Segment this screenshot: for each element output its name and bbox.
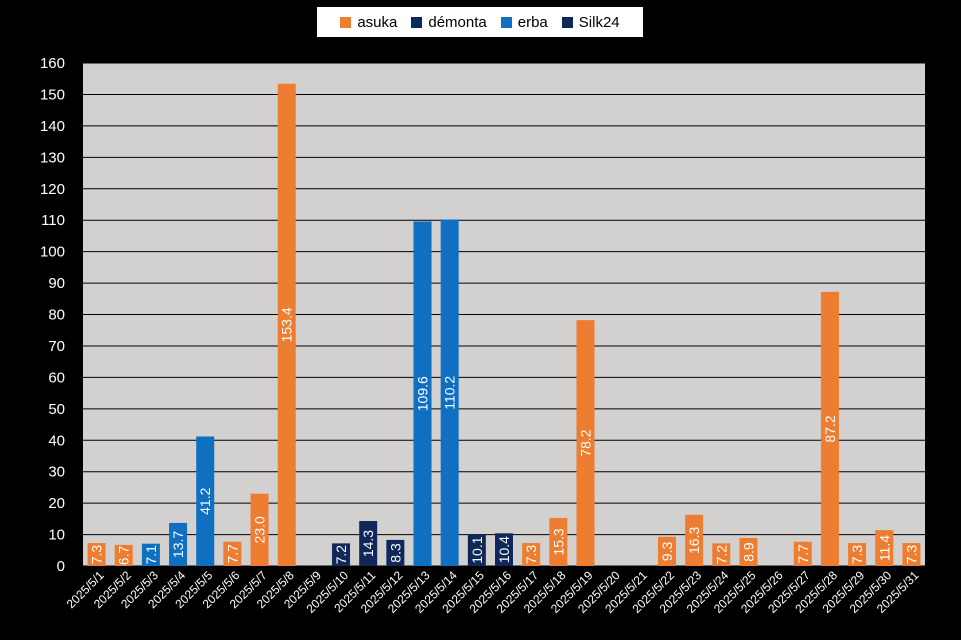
bar bbox=[223, 541, 242, 566]
y-tick-label: 140 bbox=[40, 118, 65, 135]
y-tick-label: 60 bbox=[48, 369, 65, 386]
legend-entry: démonta bbox=[411, 13, 487, 31]
bar-data-label: 7.3 bbox=[523, 545, 539, 565]
legend-entry: Silk24 bbox=[561, 13, 620, 31]
bar bbox=[196, 436, 215, 566]
bar-data-label: 78.2 bbox=[577, 429, 593, 456]
y-tick-label: 110 bbox=[41, 212, 65, 229]
bar bbox=[793, 541, 812, 566]
bar bbox=[114, 544, 133, 566]
bar bbox=[902, 543, 921, 566]
bar bbox=[277, 83, 296, 566]
y-tick-label: 80 bbox=[48, 307, 65, 324]
bar-labels: 7.3 6.7 7.1 13.7 41.2 7.7 23.0 153.4 7.2 14.3 8.3 1… bbox=[89, 307, 920, 565]
bar bbox=[87, 543, 106, 566]
bar bbox=[820, 291, 839, 566]
bar-data-label: 7.7 bbox=[224, 544, 240, 564]
y-tick-label: 0 bbox=[57, 558, 65, 575]
bar-data-label: 41.2 bbox=[197, 487, 213, 514]
bar bbox=[522, 543, 541, 566]
bar-data-label: 7.3 bbox=[903, 545, 919, 565]
bar bbox=[359, 521, 378, 566]
bar-data-label: 7.3 bbox=[89, 545, 105, 565]
y-tick-label: 50 bbox=[48, 401, 65, 418]
legend-swatch bbox=[561, 16, 573, 28]
bar-data-label: 10.1 bbox=[469, 536, 485, 563]
y-tick-label: 30 bbox=[48, 464, 65, 481]
bar bbox=[875, 530, 894, 566]
legend-label: asuka bbox=[357, 13, 398, 31]
bar bbox=[141, 543, 160, 566]
y-tick-label: 150 bbox=[40, 86, 65, 103]
legend-label: démonta bbox=[428, 13, 487, 31]
bar-data-label: 14.3 bbox=[360, 530, 376, 557]
legend-entry: asuka bbox=[340, 14, 397, 31]
y-tick-label: 160 bbox=[40, 55, 65, 72]
y-tick-label: 130 bbox=[40, 149, 65, 166]
bar bbox=[169, 522, 188, 566]
bar-data-label: 8.9 bbox=[740, 542, 756, 562]
bar-data-label: 6.7 bbox=[116, 546, 132, 566]
bar bbox=[250, 493, 269, 566]
bar-data-label: 7.3 bbox=[849, 545, 865, 565]
y-tick-label: 90 bbox=[48, 275, 65, 292]
bar bbox=[467, 534, 486, 566]
bar-data-label: 13.7 bbox=[170, 531, 186, 558]
bar bbox=[332, 543, 351, 566]
bar bbox=[848, 543, 867, 566]
bar-data-label: 10.4 bbox=[496, 536, 512, 563]
legend-label: Silk24 bbox=[578, 13, 620, 31]
bar bbox=[685, 514, 704, 566]
bar bbox=[440, 219, 459, 566]
legend-label: erba bbox=[517, 13, 548, 31]
bar-data-label: 23.0 bbox=[252, 516, 268, 543]
x-axis-ticks: 2025/5/12025/5/22025/5/32025/5/42025/5/5… bbox=[64, 568, 922, 616]
bar-data-label: 9.3 bbox=[659, 541, 675, 561]
y-tick-label: 10 bbox=[48, 527, 65, 544]
y-tick-label: 40 bbox=[48, 432, 65, 449]
bar-data-label: 7.7 bbox=[795, 544, 811, 564]
bar-data-label: 87.2 bbox=[822, 415, 838, 442]
chart-legend: asuka démonta erba Silk24 bbox=[317, 7, 643, 37]
bar bbox=[386, 539, 405, 566]
bar bbox=[739, 538, 758, 566]
bar-data-label: 7.2 bbox=[333, 545, 349, 565]
bar bbox=[657, 536, 676, 566]
bar-data-label: 11.4 bbox=[876, 535, 892, 561]
bar-data-label: 7.1 bbox=[143, 545, 159, 565]
gridlines bbox=[83, 62, 925, 567]
legend-swatch bbox=[340, 16, 352, 28]
y-tick-label: 70 bbox=[48, 338, 65, 355]
bar-data-label: 110.2 bbox=[442, 376, 458, 410]
bar bbox=[576, 320, 595, 566]
legend-entry: erba bbox=[500, 13, 548, 31]
legend-swatch bbox=[500, 16, 512, 28]
bar-data-label: 8.3 bbox=[387, 543, 403, 563]
bar bbox=[549, 517, 568, 566]
bar bbox=[495, 533, 513, 566]
bar-data-label: 109.6 bbox=[415, 376, 431, 411]
bar bbox=[712, 543, 731, 566]
y-tick-label: 20 bbox=[48, 495, 65, 512]
bar bbox=[413, 221, 432, 566]
legend-swatch bbox=[411, 16, 423, 28]
bar-data-label: 153.4 bbox=[279, 307, 295, 342]
bar-data-label: 15.3 bbox=[550, 528, 566, 555]
y-tick-label: 120 bbox=[40, 181, 65, 198]
bar-data-label: 7.2 bbox=[713, 545, 729, 565]
y-axis-ticks: 0 10 20 30 40 50 60 70 80 90 100 110 120 130 140 150 160 bbox=[40, 55, 65, 575]
bar-data-label: 16.3 bbox=[686, 527, 702, 554]
y-tick-label: 100 bbox=[40, 244, 65, 261]
bars bbox=[87, 83, 921, 566]
